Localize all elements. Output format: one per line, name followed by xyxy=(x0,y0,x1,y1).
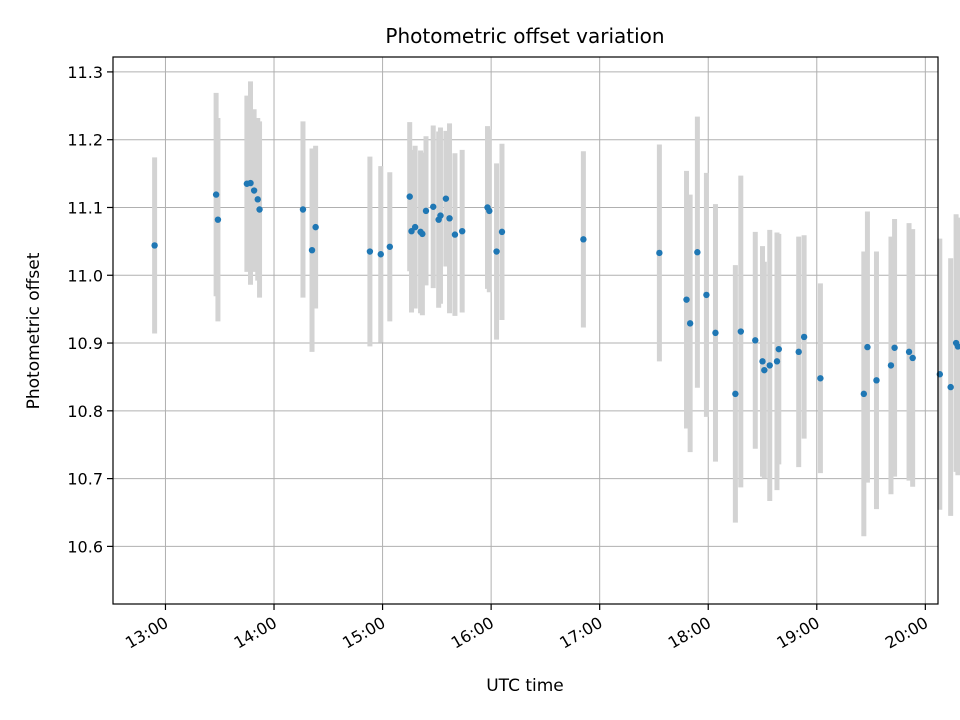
x-axis-label: UTC time xyxy=(486,676,564,696)
data-point xyxy=(775,345,782,353)
data-point xyxy=(247,179,254,187)
data-point xyxy=(712,329,719,337)
data-point xyxy=(686,320,694,327)
y-tick-label: 10.9 xyxy=(67,334,103,353)
data-point xyxy=(817,375,824,382)
data-point xyxy=(761,366,768,374)
data-point xyxy=(694,249,701,256)
y-axis-label: Photometric offset xyxy=(24,252,44,409)
data-point xyxy=(795,348,802,356)
data-point xyxy=(891,344,898,351)
data-point xyxy=(656,249,663,257)
data-point xyxy=(737,328,744,335)
data-point xyxy=(446,215,453,222)
data-point xyxy=(406,193,413,200)
data-point xyxy=(308,246,316,254)
data-point xyxy=(766,362,773,369)
data-point xyxy=(151,242,158,249)
data-point xyxy=(800,333,808,341)
data-point xyxy=(254,196,261,203)
data-point xyxy=(212,191,220,198)
y-axis: 10.6 10.7 10.8 10.9 11.0 11.1 11.2 11.3 xyxy=(67,63,113,556)
marker-layer xyxy=(151,179,960,398)
chart-title: Photometric offset variation xyxy=(385,24,664,48)
y-tick-label: 11.3 xyxy=(67,63,103,82)
data-point xyxy=(683,296,690,303)
data-point xyxy=(366,248,374,255)
data-point xyxy=(954,343,960,350)
data-point xyxy=(422,207,430,215)
y-tick-label: 11.0 xyxy=(67,266,103,285)
y-tick-label: 10.8 xyxy=(67,402,103,421)
data-point xyxy=(430,203,437,210)
data-point xyxy=(947,383,954,391)
data-point xyxy=(458,227,466,235)
data-point xyxy=(386,243,394,250)
data-point xyxy=(498,228,506,236)
data-point xyxy=(864,343,871,351)
y-tick-label: 11.1 xyxy=(67,198,103,217)
data-point xyxy=(377,251,384,258)
data-point xyxy=(773,358,781,365)
data-point xyxy=(759,358,766,365)
data-point xyxy=(299,206,307,213)
data-point xyxy=(732,390,739,398)
data-point xyxy=(312,223,319,231)
data-point xyxy=(752,337,759,344)
data-point xyxy=(909,354,916,362)
data-point xyxy=(437,212,444,219)
data-point xyxy=(256,206,263,213)
y-tick-label: 10.6 xyxy=(67,537,103,556)
data-point xyxy=(905,348,913,356)
data-point xyxy=(419,230,426,238)
data-point xyxy=(250,187,258,194)
data-point xyxy=(442,195,450,202)
data-point xyxy=(873,377,880,384)
data-point xyxy=(486,207,493,215)
data-point xyxy=(411,223,419,231)
data-point xyxy=(580,236,587,243)
data-point xyxy=(860,390,868,398)
y-tick-label: 10.7 xyxy=(67,470,103,489)
data-point xyxy=(703,291,710,299)
y-tick-label: 11.2 xyxy=(67,131,103,150)
plot-frame xyxy=(112,56,939,605)
data-point xyxy=(451,231,459,238)
data-point xyxy=(887,362,895,369)
data-point xyxy=(214,216,222,223)
data-point xyxy=(493,248,500,255)
